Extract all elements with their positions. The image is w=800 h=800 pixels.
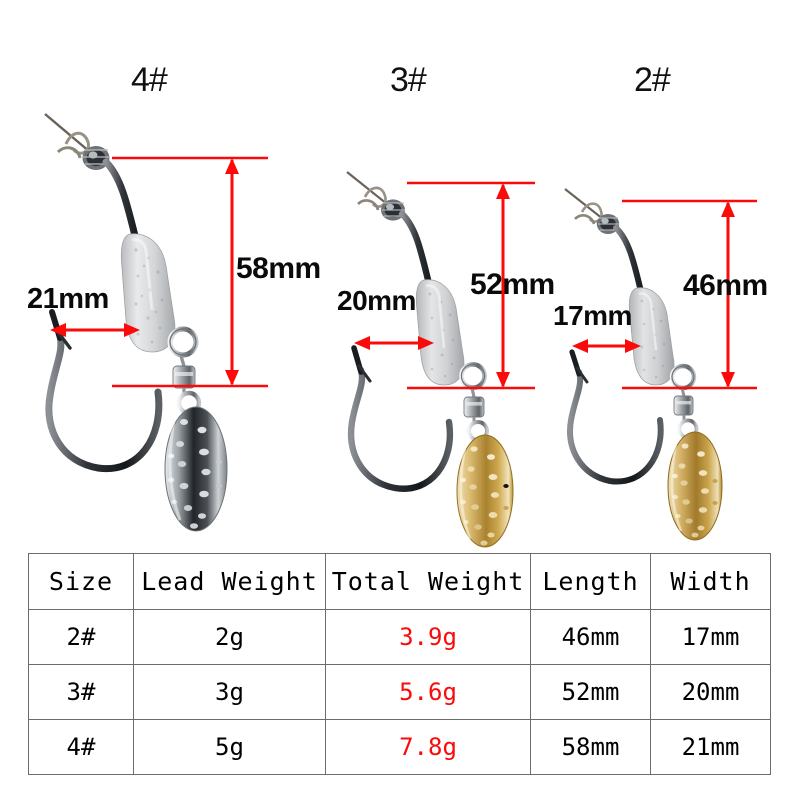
header-total-weight: Total Weight (325, 553, 531, 610)
cell-size: 2# (28, 609, 134, 665)
swivel-link-icon (179, 355, 186, 367)
weedguard-loop-icon (580, 202, 603, 223)
cell-size: 3# (28, 664, 134, 720)
cell-lead-weight: 5g (133, 719, 326, 775)
cell-total-weight: 7.8g (325, 719, 531, 775)
lead-weight-icon (120, 233, 176, 353)
dim-label-width-4: 21mm (27, 283, 109, 315)
table-row: 2# 2g 3.9g 46mm 17mm (28, 609, 771, 665)
spinner-blade-icon (667, 431, 723, 541)
cell-length: 46mm (530, 609, 651, 665)
weedguard-loop2-icon (574, 214, 596, 225)
header-length: Length (530, 553, 651, 610)
weedguard-wire-icon (564, 188, 604, 220)
dimension-overlay-2 (572, 199, 757, 390)
dim-label-length-4: 58mm (236, 252, 321, 285)
dim-arrow-left-3 (354, 336, 370, 350)
cell-length: 58mm (530, 719, 651, 775)
dim-label-width-3: 20mm (337, 285, 416, 316)
lead-weight-icon (628, 287, 675, 386)
hook-illustration-3 (346, 171, 514, 548)
weedguard-loop2-icon (357, 199, 380, 211)
table-header-row: Size Lead Weight Total Weight Length Wid… (28, 553, 771, 610)
cell-width: 17mm (650, 609, 771, 665)
cell-width: 21mm (650, 719, 771, 775)
weedguard-loop-icon (64, 131, 90, 155)
dim-arrow-right-4 (124, 323, 140, 337)
dim-arrow-down-2 (721, 372, 735, 388)
swivel-link-icon (680, 387, 686, 397)
hook-illustration-2 (564, 188, 723, 541)
header-width: Width (650, 553, 771, 610)
size-heading-2: 2# (634, 61, 671, 99)
specification-table: Size Lead Weight Total Weight Length Wid… (28, 553, 771, 775)
cell-total-weight: 3.9g (325, 609, 531, 665)
cell-width: 20mm (650, 664, 771, 720)
size-heading-4: 4# (131, 61, 168, 99)
size-heading-3: 3# (390, 61, 427, 99)
hook-bend-icon (45, 332, 163, 473)
cell-size: 4# (28, 719, 134, 775)
hook-barb-icon (575, 366, 589, 384)
dim-arrow-up-3 (496, 183, 510, 199)
cell-total-weight: 5.6g (325, 664, 531, 720)
dim-arrow-left-4 (50, 323, 66, 337)
hook-bend-icon (347, 366, 454, 492)
dim-arrow-right-3 (418, 336, 434, 350)
dim-label-length-2: 46mm (683, 269, 768, 302)
spinner-blade-icon (456, 434, 514, 548)
hook-figure-2 (545, 178, 795, 558)
hook-barb-icon (357, 364, 372, 383)
table-row: 3# 3g 5.6g 52mm 20mm (28, 664, 771, 720)
dim-arrow-down-4 (225, 370, 239, 386)
header-size: Size (28, 553, 134, 610)
dim-arrow-up-2 (721, 201, 735, 217)
dim-arrow-left-2 (572, 339, 588, 353)
cell-length: 52mm (530, 664, 651, 720)
weedguard-wire-icon (346, 171, 388, 205)
dim-label-width-2: 17mm (553, 300, 632, 331)
lead-weight-icon (415, 279, 465, 386)
dim-arrow-right-2 (625, 339, 641, 353)
dimension-overlay-3 (354, 181, 535, 390)
weedguard-loop2-icon (56, 146, 82, 159)
dim-arrow-up-4 (225, 158, 239, 174)
swivel-link-icon (470, 387, 476, 398)
hook-barb-icon (56, 330, 72, 350)
blade-dimples (672, 443, 718, 538)
spinner-blade-icon (164, 406, 228, 532)
header-lead-weight: Lead Weight (133, 553, 326, 610)
dim-label-length-3: 52mm (470, 268, 555, 301)
hook-figure-3 (325, 160, 575, 560)
hook-figure-4 (18, 100, 288, 550)
weedguard-wire-icon (44, 113, 91, 153)
cell-lead-weight: 3g (133, 664, 326, 720)
blade-dimples (460, 446, 509, 546)
hook-bend-icon (567, 369, 664, 485)
dim-arrow-down-3 (496, 372, 510, 388)
hook-illustration-4 (44, 113, 228, 532)
dimension-overlay-4 (50, 156, 268, 388)
table-row: 4# 5g 7.8g 58mm 21mm (28, 719, 771, 775)
cell-lead-weight: 2g (133, 609, 326, 665)
